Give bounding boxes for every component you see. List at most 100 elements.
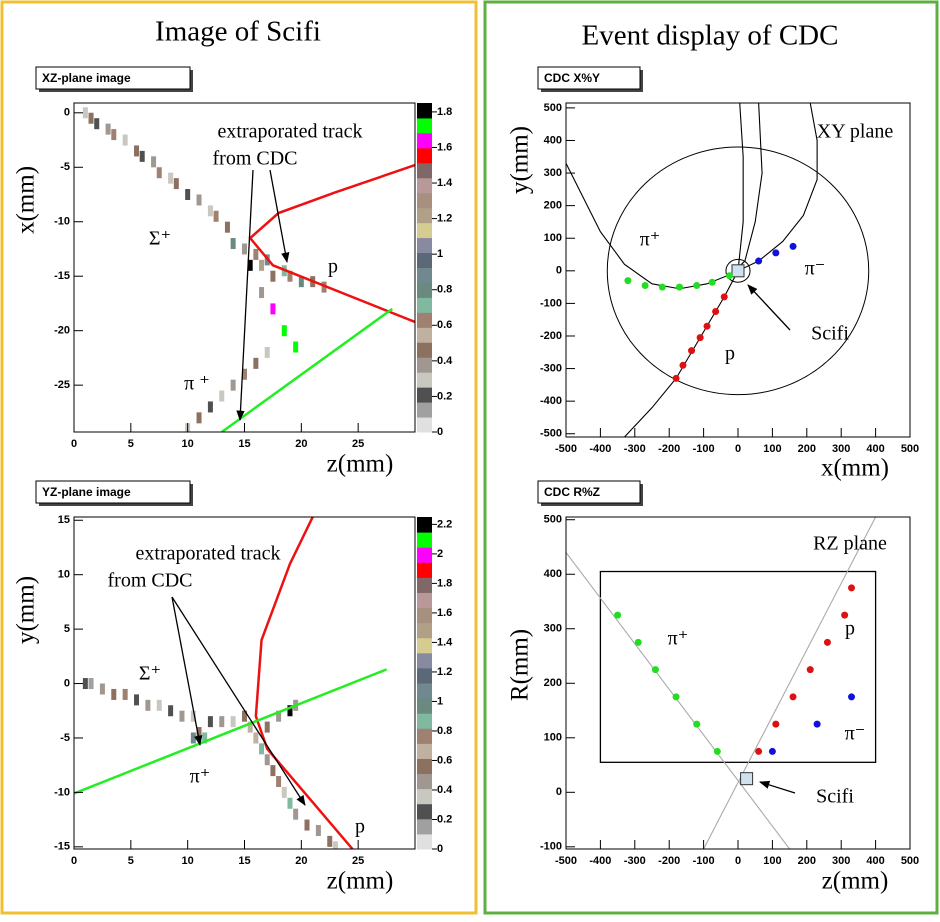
z-tick-label: 1.2 xyxy=(437,213,452,225)
cell xyxy=(333,841,338,852)
x-tick-label: 200 xyxy=(798,855,816,867)
cell xyxy=(123,135,128,146)
z-tick-label: 0 xyxy=(437,426,443,438)
y-tick-label: 300 xyxy=(544,623,562,635)
annotation: p xyxy=(328,256,338,278)
annotation: π⁻ xyxy=(845,723,866,745)
cell xyxy=(270,303,275,314)
y-axis-label: y(mm) xyxy=(13,576,40,644)
cell xyxy=(168,705,173,716)
cell xyxy=(225,222,230,233)
y-tick-label: -200 xyxy=(540,330,562,342)
cell xyxy=(219,391,224,402)
z-tick-label: 1.8 xyxy=(437,106,452,118)
hit xyxy=(676,284,683,291)
y-tick-label: -5 xyxy=(60,732,70,744)
y-tick-label: 200 xyxy=(544,200,562,212)
x-tick-label: -400 xyxy=(589,855,611,867)
cell xyxy=(140,151,145,162)
z-tick-label: 1.6 xyxy=(437,141,452,153)
hit xyxy=(790,693,797,700)
colorbar-band xyxy=(417,608,432,624)
colorbar-band xyxy=(417,713,432,729)
x-tick-label: -300 xyxy=(624,443,646,455)
annotation: π⁻ xyxy=(805,258,826,280)
colorbar-band xyxy=(417,223,432,238)
cell xyxy=(270,271,275,282)
z-tick-label: 1.8 xyxy=(437,577,452,589)
colorbar-band xyxy=(417,118,432,133)
x-axis-label: z(mm) xyxy=(327,868,394,895)
x-tick-label: 20 xyxy=(295,438,307,450)
cell xyxy=(259,260,264,271)
cell xyxy=(231,238,236,249)
z-tick-label: 1.6 xyxy=(437,607,452,619)
x-tick-label: 300 xyxy=(832,855,850,867)
annotation: π⁺ xyxy=(668,628,689,650)
y-tick-label: -100 xyxy=(540,297,562,309)
colorbar-band xyxy=(417,638,432,654)
x-tick-label: 300 xyxy=(832,443,850,455)
cell xyxy=(208,716,213,727)
scifi-marker xyxy=(732,265,744,277)
y-axis-label: x(mm) xyxy=(13,166,40,234)
y-tick-label: -5 xyxy=(60,161,70,173)
cell xyxy=(208,205,213,216)
y-tick-label: 200 xyxy=(544,677,562,689)
hit xyxy=(712,308,719,315)
z-tick-label: 1.2 xyxy=(437,666,452,678)
hit xyxy=(714,748,721,755)
cell xyxy=(214,211,219,222)
cell xyxy=(94,118,99,129)
z-tick-label: 0.4 xyxy=(437,355,453,367)
cell xyxy=(282,787,287,798)
annotation: from CDC xyxy=(213,148,298,170)
cell xyxy=(327,836,332,847)
x-tick-label: 15 xyxy=(238,438,250,450)
cell xyxy=(191,732,196,743)
y-tick-label: 400 xyxy=(544,134,562,146)
colorbar-band xyxy=(417,653,432,669)
x-tick-label: -100 xyxy=(693,443,715,455)
hit xyxy=(721,293,728,300)
x-axis-label: z(mm) xyxy=(327,451,394,478)
cell xyxy=(253,249,258,260)
colorbar-band xyxy=(417,743,432,759)
z-tick-label: 1.4 xyxy=(437,177,453,189)
colorbar-band xyxy=(417,208,432,223)
hit xyxy=(726,272,733,279)
figure: Image of Scifi Event display of CDC XZ-p… xyxy=(0,0,940,917)
colorbar-band xyxy=(417,163,432,178)
x-tick-label: 0 xyxy=(735,855,741,867)
colorbar-band xyxy=(417,758,432,774)
y-tick-label: 100 xyxy=(544,732,562,744)
z-tick-label: 1 xyxy=(437,248,443,260)
x-tick-label: 100 xyxy=(763,855,781,867)
cell xyxy=(157,167,162,178)
colorbar-band xyxy=(417,547,432,563)
cell xyxy=(134,694,139,705)
cell xyxy=(83,107,88,118)
z-tick-label: 0.8 xyxy=(437,725,452,737)
cell xyxy=(305,820,310,831)
x-tick-label: -300 xyxy=(624,855,646,867)
hit xyxy=(704,323,711,330)
hit xyxy=(652,666,659,673)
cell xyxy=(208,401,213,412)
y-tick-label: 500 xyxy=(544,102,562,114)
x-tick-label: -500 xyxy=(555,443,577,455)
hit xyxy=(824,639,831,646)
colorbar-band xyxy=(417,372,432,387)
colorbar-band xyxy=(417,357,432,372)
hit xyxy=(772,721,779,728)
y-axis-label: y(mm) xyxy=(507,126,534,194)
x-tick-label: 5 xyxy=(128,855,134,867)
cell xyxy=(134,145,139,156)
colorbar-band xyxy=(417,327,432,342)
z-tick-label: 0.2 xyxy=(437,813,452,825)
y-tick-label: 400 xyxy=(544,568,562,580)
x-axis-label: z(mm) xyxy=(822,868,889,895)
x-tick-label: 10 xyxy=(182,438,194,450)
y-tick-label: -300 xyxy=(540,362,562,374)
x-tick-label: 5 xyxy=(128,438,134,450)
